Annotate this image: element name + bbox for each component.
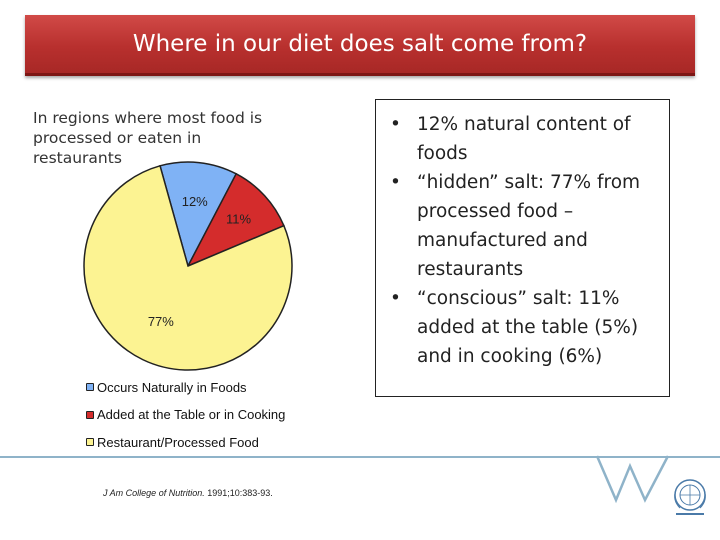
pie-slice (186, 172, 285, 268)
legend-label: Added at the Table or in Cooking (97, 407, 286, 422)
chart-subtitle: In regions where most food is processed … (33, 109, 263, 167)
legend-label: Occurs Naturally in Foods (97, 379, 247, 395)
pie-slice (83, 164, 293, 371)
w-shape-decoration (595, 455, 670, 504)
legend-item: Occurs Naturally in Foods (86, 379, 285, 395)
citation-ref: 1991;10:383-93. (204, 488, 273, 498)
bullet-item: “conscious” salt: 11% added at the table… (384, 284, 669, 371)
legend-label: Restaurant/Processed Food (97, 434, 259, 450)
title-bar: Where in our diet does salt come from? (25, 15, 695, 76)
footer-divider (0, 456, 720, 458)
legend-swatch (86, 438, 94, 446)
pie-slice-label: 77% (148, 314, 174, 329)
legend-swatch (86, 410, 94, 419)
key-points-box: 12% natural content of foods “hidden” sa… (375, 99, 670, 397)
slide-title: Where in our diet does salt come from? (132, 31, 588, 57)
pie-slice-label: 11% (226, 212, 251, 227)
who-emblem-icon (674, 479, 706, 515)
bullet-list: 12% natural content of foods “hidden” sa… (376, 100, 669, 371)
bullet-item: “hidden” salt: 77% from processed food –… (384, 168, 669, 284)
bullet-item: 12% natural content of foods (384, 110, 669, 168)
legend-swatch (86, 383, 94, 391)
citation-journal: J Am College of Nutrition. (103, 488, 205, 498)
legend-item: Added at the Table or in Cooking (86, 407, 286, 422)
pie-slice-label: 12% (182, 194, 208, 209)
chart-legend: Occurs Naturally in Foods Added at the T… (86, 380, 285, 463)
citation: J Am College of Nutrition. 1991;10:383-9… (103, 488, 273, 498)
legend-item: Restaurant/Processed Food (86, 434, 285, 450)
pie-slice (159, 161, 238, 269)
